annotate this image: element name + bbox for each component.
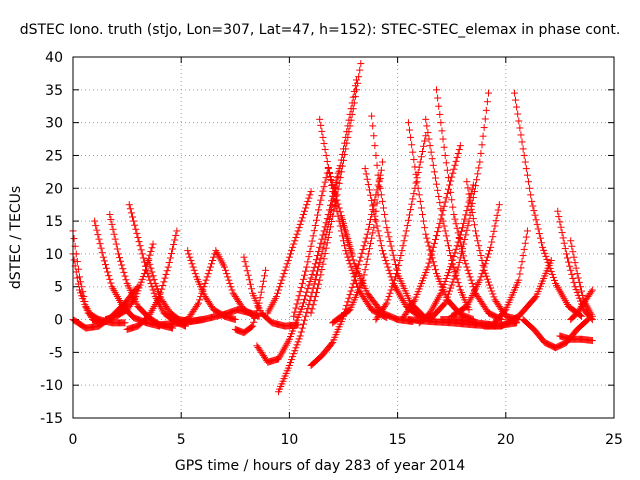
y-tick-label: 25 — [45, 148, 63, 164]
x-axis-label: GPS time / hours of day 283 of year 2014 — [175, 458, 465, 474]
y-tick-label: 0 — [54, 313, 63, 329]
plot-frame — [72, 56, 615, 419]
chart-title: dSTEC Iono. truth (stjo, Lon=307, Lat=47… — [20, 22, 621, 38]
series-42 — [556, 332, 596, 345]
series-18 — [307, 171, 384, 369]
data-points — [69, 60, 596, 396]
series-6 — [125, 201, 190, 330]
x-tick-label: 5 — [177, 432, 186, 448]
y-tick-label: 40 — [45, 50, 63, 66]
series-40 — [554, 207, 596, 324]
series-30 — [398, 142, 464, 324]
y-tick-label: 5 — [54, 280, 63, 296]
grid — [73, 57, 614, 418]
y-tick-label: 10 — [45, 247, 63, 263]
series-13 — [240, 253, 302, 330]
series-38 — [480, 256, 555, 330]
y-tick-label: -15 — [40, 411, 63, 427]
series-15 — [253, 165, 343, 366]
series-41 — [567, 237, 596, 320]
y-tick-label: 30 — [45, 116, 63, 132]
x-tick-label: 20 — [497, 432, 515, 448]
y-tick-label: 20 — [45, 181, 63, 197]
series-34 — [448, 201, 503, 320]
series-43 — [567, 286, 596, 324]
series-14 — [231, 266, 270, 337]
series-25 — [329, 158, 386, 327]
x-tick-label: 0 — [69, 432, 78, 448]
series-17 — [264, 188, 315, 317]
y-tick-label: -5 — [49, 345, 63, 361]
series-9 — [123, 227, 181, 333]
series-20 — [290, 165, 356, 320]
series-27 — [372, 132, 430, 324]
series-39 — [519, 316, 592, 352]
x-tick-label: 25 — [605, 432, 623, 448]
x-tick-label: 15 — [389, 432, 407, 448]
y-axis-label: dSTEC / TECUs — [8, 186, 24, 289]
y-tick-label: 35 — [45, 83, 63, 99]
series-7 — [101, 240, 157, 324]
y-tick-label: -10 — [40, 378, 63, 394]
x-tick-label: 10 — [280, 432, 298, 448]
y-tick-label: 15 — [45, 214, 63, 230]
axis-ticks: 0 5 10 15 20 25 -15 -10 -5 0 5 10 15 20 25 30 35 40 — [40, 50, 623, 448]
